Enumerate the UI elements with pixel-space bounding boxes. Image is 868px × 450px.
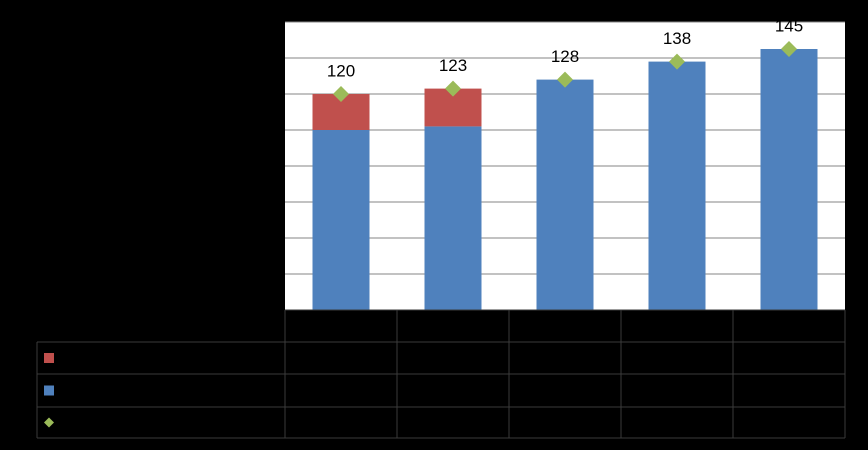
data-label: 138 — [663, 29, 691, 48]
data-label: 128 — [551, 47, 579, 66]
marker — [333, 86, 349, 102]
legend-key — [44, 353, 54, 363]
bar-segment — [648, 61, 706, 310]
marker — [669, 53, 685, 70]
bar-segment — [312, 130, 370, 310]
data-label: 123 — [439, 56, 467, 75]
bar-segment — [424, 126, 482, 311]
marker — [781, 41, 797, 57]
marker — [445, 80, 461, 97]
bar-segment — [760, 49, 818, 310]
bar-segment — [536, 79, 594, 310]
data-label: 145 — [775, 16, 803, 35]
legend-key — [44, 417, 54, 428]
marker — [557, 71, 573, 88]
data-label: 120 — [327, 61, 355, 80]
legend-key — [44, 385, 54, 396]
